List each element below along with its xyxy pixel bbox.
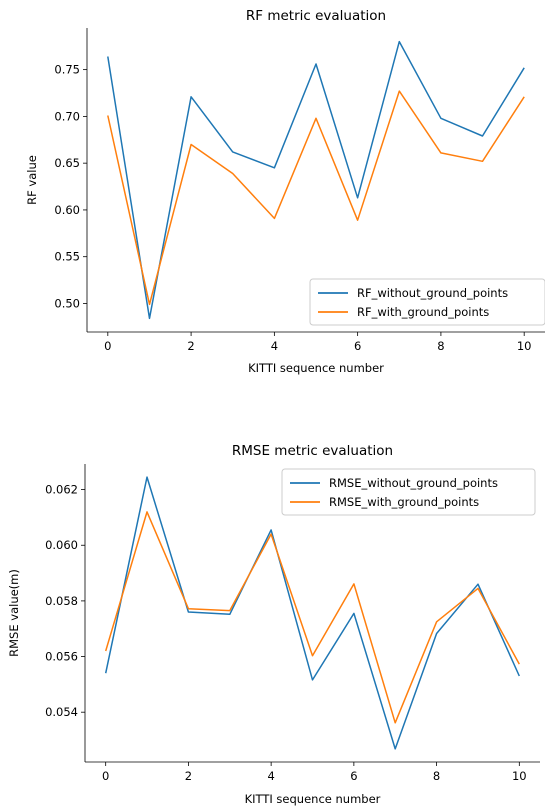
y-tick-label: 0.062 xyxy=(45,483,78,497)
series-line-0 xyxy=(104,476,520,750)
legend-frame xyxy=(281,468,536,516)
x-tick-label: 8 xyxy=(433,769,440,783)
x-tick-label: 2 xyxy=(187,339,194,353)
chart-title: RF metric evaluation xyxy=(246,8,386,24)
legend-label-1: RF_with_ground_points xyxy=(357,305,489,319)
legend-label-1: RMSE_with_ground_points xyxy=(329,495,479,509)
y-tick-label: 0.056 xyxy=(45,650,78,664)
x-tick-label: 4 xyxy=(267,769,274,783)
x-axis-label: KITTI sequence number xyxy=(248,361,384,375)
y-tick-label: 0.060 xyxy=(45,538,78,552)
x-tick-label: 4 xyxy=(271,339,278,353)
x-tick-label: 6 xyxy=(354,339,361,353)
y-tick-label: 0.55 xyxy=(54,250,80,264)
chart-title: RMSE metric evaluation xyxy=(232,443,393,459)
series-line-1 xyxy=(104,511,520,724)
y-tick-label: 0.058 xyxy=(45,594,78,608)
x-tick-label: 8 xyxy=(437,339,444,353)
y-tick-label: 0.65 xyxy=(54,156,80,170)
y-tick-label: 0.75 xyxy=(54,63,80,77)
x-axis-label: KITTI sequence number xyxy=(245,792,381,806)
y-tick-label: 0.60 xyxy=(54,203,80,217)
legend-label-0: RMSE_without_ground_points xyxy=(329,476,498,490)
series-line-1 xyxy=(107,90,525,306)
legend-frame xyxy=(309,278,545,326)
y-tick-label: 0.054 xyxy=(45,705,78,719)
y-tick-label: 0.70 xyxy=(54,109,80,123)
x-tick-label: 0 xyxy=(102,769,109,783)
y-axis-label: RF value xyxy=(25,155,39,205)
x-tick-label: 2 xyxy=(185,769,192,783)
series-line-0 xyxy=(107,40,525,320)
rf-chart: RF metric evaluation 0 2 4 6 8 10 0.50 0.55 0.60 0… xyxy=(25,8,545,375)
rmse-chart: RMSE metric evaluation 0 2 4 6 8 10 0.054 0.056 0… xyxy=(7,443,540,806)
legend: RF_without_ground_points RF_with_ground_p… xyxy=(309,278,545,326)
x-tick-label: 6 xyxy=(350,769,357,783)
legend: RMSE_without_ground_points RMSE_with_grou… xyxy=(281,468,536,516)
y-tick-label: 0.50 xyxy=(54,296,80,310)
x-tick-label: 0 xyxy=(104,339,111,353)
x-tick-label: 10 xyxy=(517,339,532,353)
legend-label-0: RF_without_ground_points xyxy=(357,286,508,300)
x-tick-label: 10 xyxy=(512,769,527,783)
y-axis-label: RMSE value(m) xyxy=(7,569,21,657)
